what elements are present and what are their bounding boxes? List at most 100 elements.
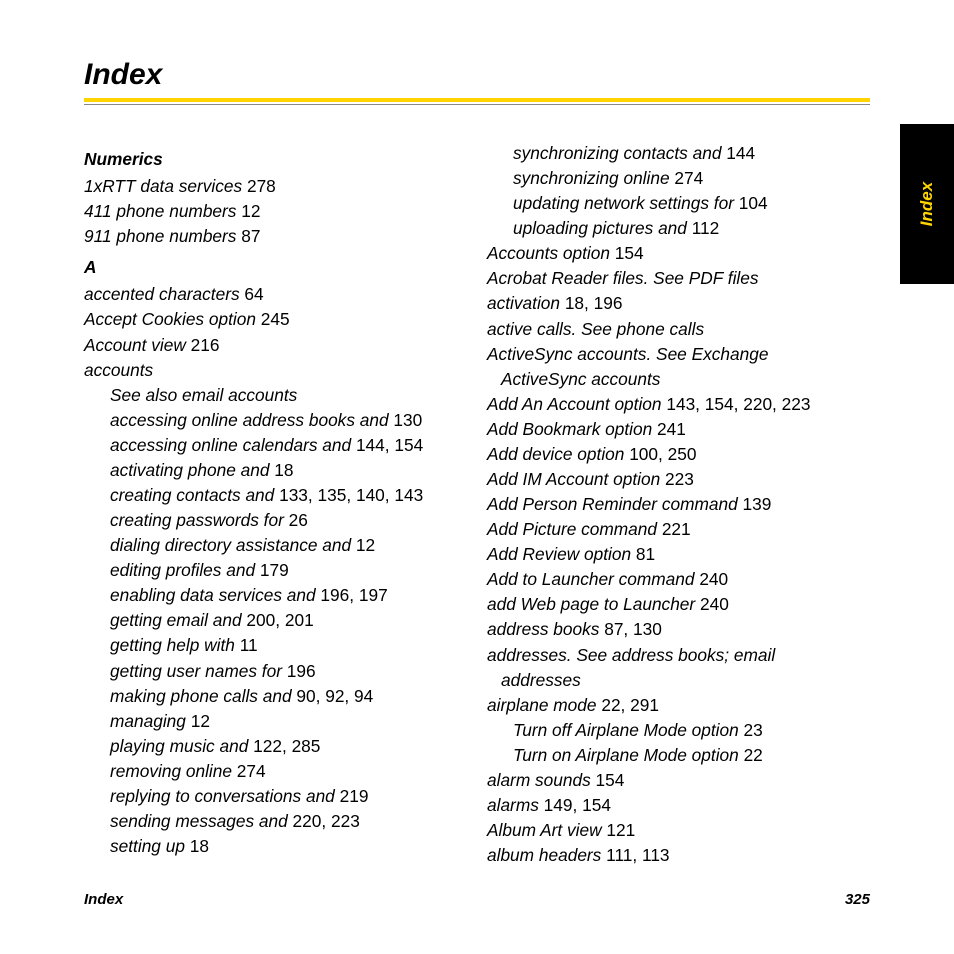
index-entry-pages: 144, 154	[351, 435, 423, 455]
index-entry-pages: 12	[236, 201, 260, 221]
index-entry-text: uploading pictures and	[513, 218, 687, 238]
index-entry-text: activation	[487, 293, 560, 313]
index-entry-text: airplane mode	[487, 695, 597, 715]
index-entry-pages: 143, 154, 220, 223	[662, 394, 811, 414]
index-entry: Add Person Reminder command 139	[487, 492, 870, 517]
index-entry-text: accented characters	[84, 284, 240, 304]
title-rule-grey	[84, 104, 870, 105]
page-title: Index	[84, 58, 870, 92]
side-tab: Index	[900, 124, 954, 284]
index-entry-text: Add IM Account option	[487, 469, 660, 489]
footer-section-label: Index	[84, 891, 123, 908]
index-entry-text: accessing online address books and	[110, 410, 389, 430]
side-tab-label: Index	[917, 182, 937, 226]
index-entry-pages: 196, 197	[316, 585, 388, 605]
index-continuation: ActiveSync accounts	[487, 367, 870, 392]
index-entry: address books 87, 130	[487, 617, 870, 642]
index-entry-pages: 22, 291	[597, 695, 659, 715]
index-subentry: creating contacts and 133, 135, 140, 143	[84, 483, 467, 508]
index-entry-pages: 22	[739, 745, 763, 765]
index-entry-pages: 154	[591, 770, 625, 790]
index-entry-text: removing online	[110, 761, 232, 781]
index-entry-text: active calls. See phone calls	[487, 319, 704, 339]
index-entry-text: updating network settings for	[513, 193, 734, 213]
index-entry-pages: 241	[652, 419, 686, 439]
index-subentry: removing online 274	[84, 759, 467, 784]
index-entry-text: Add Person Reminder command	[487, 494, 738, 514]
index-subentry: getting help with 11	[84, 633, 467, 658]
index-entry-pages: 144	[721, 143, 755, 163]
index-section-heading: A	[84, 255, 467, 280]
index-subentry: activating phone and 18	[84, 458, 467, 483]
index-entry: 911 phone numbers 87	[84, 224, 467, 249]
index-entry-pages: 18	[270, 460, 294, 480]
index-entry: ActiveSync accounts. See Exchange	[487, 342, 870, 367]
index-subentry: replying to conversations and 219	[84, 784, 467, 809]
index-entry: accounts	[84, 358, 467, 383]
page-footer: Index 325	[84, 891, 870, 908]
index-entry-text: add Web page to Launcher	[487, 594, 695, 614]
index-subentry: getting email and 200, 201	[84, 608, 467, 633]
index-entry-text: Accounts option	[487, 243, 610, 263]
index-entry-pages: 122, 285	[248, 736, 320, 756]
index-columns: Numerics1xRTT data services 278411 phone…	[84, 141, 870, 868]
index-subentry: updating network settings for 104	[487, 191, 870, 216]
index-entry-pages: 274	[670, 168, 704, 188]
title-rule-yellow	[84, 98, 870, 102]
index-entry-pages: 200, 201	[242, 610, 314, 630]
index-entry-text: album headers	[487, 845, 601, 865]
index-entry: 411 phone numbers 12	[84, 199, 467, 224]
index-entry-pages: 121	[602, 820, 636, 840]
index-entry-pages: 223	[660, 469, 694, 489]
index-entry-pages: 26	[284, 510, 308, 530]
index-entry-text: enabling data services and	[110, 585, 316, 605]
index-entry-pages: 112	[687, 218, 719, 238]
index-entry-text: Turn off Airplane Mode option	[513, 720, 739, 740]
index-entry-text: Add Bookmark option	[487, 419, 652, 439]
index-entry-text: Album Art view	[487, 820, 602, 840]
index-entry-pages: 87, 130	[599, 619, 661, 639]
index-entry: accented characters 64	[84, 282, 467, 307]
index-entry-text: Add device option	[487, 444, 624, 464]
index-entry-text: 411 phone numbers	[84, 201, 236, 221]
index-entry: add Web page to Launcher 240	[487, 592, 870, 617]
index-entry-pages: 221	[657, 519, 691, 539]
index-subentry: uploading pictures and 112	[487, 216, 870, 241]
index-entry: Add An Account option 143, 154, 220, 223	[487, 392, 870, 417]
index-subentry: sending messages and 220, 223	[84, 809, 467, 834]
index-entry-text: alarms	[487, 795, 539, 815]
index-subentry: enabling data services and 196, 197	[84, 583, 467, 608]
index-section-heading: Numerics	[84, 147, 467, 172]
index-entry: alarms 149, 154	[487, 793, 870, 818]
index-entry-pages: 240	[695, 569, 729, 589]
index-entry-text: accessing online calendars and	[110, 435, 351, 455]
index-subentry: playing music and 122, 285	[84, 734, 467, 759]
index-entry-text: ActiveSync accounts	[501, 369, 660, 389]
index-subentry: accessing online calendars and 144, 154	[84, 433, 467, 458]
index-entry-text: Account view	[84, 335, 186, 355]
index-entry-pages: 64	[240, 284, 264, 304]
index-entry: 1xRTT data services 278	[84, 174, 467, 199]
index-entry-text: replying to conversations and	[110, 786, 335, 806]
footer-page-number: 325	[845, 891, 870, 908]
index-entry-pages: 23	[739, 720, 763, 740]
index-entry-text: synchronizing contacts and	[513, 143, 721, 163]
index-entry-pages: 18	[185, 836, 209, 856]
index-entry: album headers 111, 113	[487, 843, 870, 868]
index-entry-text: synchronizing online	[513, 168, 670, 188]
index-entry-text: accounts	[84, 360, 153, 380]
index-entry-text: sending messages and	[110, 811, 288, 831]
index-entry-pages: 219	[335, 786, 369, 806]
index-entry-pages: 278	[242, 176, 276, 196]
index-entry-text: Turn on Airplane Mode option	[513, 745, 739, 765]
index-entry-text: Acrobat Reader files. See PDF files	[487, 268, 759, 288]
index-entry-text: playing music and	[110, 736, 248, 756]
index-entry-pages: 149, 154	[539, 795, 611, 815]
index-entry-pages: 18, 196	[560, 293, 622, 313]
index-entry-pages: 12	[186, 711, 210, 731]
index-entry: Add device option 100, 250	[487, 442, 870, 467]
index-entry: Add Picture command 221	[487, 517, 870, 542]
index-entry-pages: 154	[610, 243, 644, 263]
index-subentry: getting user names for 196	[84, 659, 467, 684]
index-entry-text: Accept Cookies option	[84, 309, 256, 329]
